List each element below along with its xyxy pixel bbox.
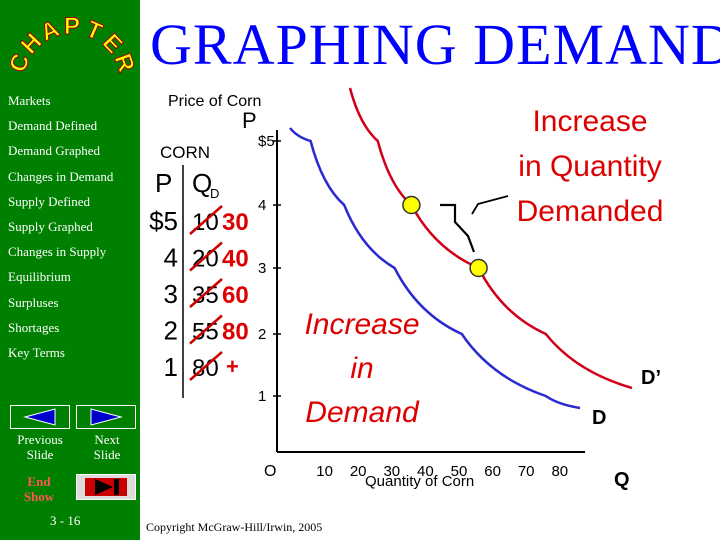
highlighted-point xyxy=(469,258,488,278)
strikeout-mark xyxy=(189,241,223,272)
chapter-logo: CHA P TER xyxy=(10,13,134,77)
schedule-price-header: P xyxy=(155,168,172,198)
schedule-price: 4 xyxy=(164,243,178,273)
slide-title: GRAPHING DEMAND xyxy=(150,12,720,77)
origin-label: O xyxy=(264,463,276,480)
quantity-pointer xyxy=(471,195,509,215)
y-axis-letter: P xyxy=(242,108,257,133)
sidebar-item-key-terms[interactable]: Key Terms xyxy=(8,345,65,360)
previous-button-label[interactable]: Previous Slide xyxy=(17,432,63,462)
schedule-caption: CORN xyxy=(160,143,210,162)
y-axis-ticks: $5 4 3 2 1 xyxy=(258,133,281,405)
x-axis-letter: Q xyxy=(614,469,630,491)
schedule-price: 3 xyxy=(164,279,178,309)
sidebar-item-demand-defined[interactable]: Demand Defined xyxy=(8,118,98,134)
highlighted-points xyxy=(402,195,488,278)
increase-quantity-annotation: Increase in Quantity Demanded xyxy=(517,105,664,228)
annotation-demand-line: Demand xyxy=(305,396,420,429)
y-tick-label: 1 xyxy=(258,388,266,405)
demand-curve-d xyxy=(289,127,581,410)
annotation-quantity-line: in Quantity xyxy=(518,150,661,183)
end-show-button[interactable] xyxy=(76,474,136,500)
annotation-quantity-line: Increase xyxy=(532,105,647,138)
sidebar-item-changes-in-demand[interactable]: Changes in Demand xyxy=(8,168,114,184)
x-axis-title: Quantity of Corn xyxy=(365,473,474,490)
end-show-icon xyxy=(85,478,127,496)
logo-letter: P xyxy=(64,13,80,40)
y-tick-label: $5 xyxy=(258,133,275,150)
y-tick-label: 2 xyxy=(258,326,266,343)
schedule-price: $5 xyxy=(149,206,178,236)
next-button-label[interactable]: Next Slide xyxy=(93,432,121,462)
annotation-demand-line: Increase xyxy=(304,308,419,341)
y-tick-label: 4 xyxy=(258,197,266,214)
sidebar xyxy=(0,0,140,540)
previous-button-frame[interactable] xyxy=(10,405,70,429)
strikeout-mark xyxy=(189,314,223,345)
x-tick-label: 80 xyxy=(551,463,568,480)
y-axis-title: Price of Corn xyxy=(168,93,261,110)
y-tick-label: 3 xyxy=(258,260,266,277)
x-axis-ticks: 10 20 30 40 50 60 70 80 xyxy=(316,463,568,480)
sidebar-item-equilibrium[interactable]: Equilibrium xyxy=(8,269,71,285)
next-button-frame[interactable] xyxy=(76,405,136,429)
schedule-new-qty: + xyxy=(226,354,239,379)
demand-curve-d-prime xyxy=(348,87,633,390)
schedule-new-qty: 40 xyxy=(222,246,249,273)
copyright-text: Copyright McGraw-Hill/Irwin, 2005 xyxy=(146,520,323,534)
x-tick-label: 50 xyxy=(451,463,468,480)
strikeout-mark xyxy=(189,205,223,235)
annotation-demand-line: in xyxy=(350,352,373,385)
end-show-label[interactable]: End Show xyxy=(23,474,55,504)
x-tick-label: 20 xyxy=(350,463,367,480)
schedule-price: 1 xyxy=(164,352,178,382)
quantity-bracket xyxy=(440,203,476,253)
sidebar-item-demand-graphed[interactable]: Demand Graphed xyxy=(8,143,101,159)
schedule-qty-subscript: D xyxy=(210,186,219,201)
strikeout-mark xyxy=(189,278,223,308)
sidebar-item-surpluses[interactable]: Surpluses xyxy=(8,294,59,310)
schedule-new-qty: 30 xyxy=(222,209,249,236)
sidebar-item-supply-graphed[interactable]: Supply Graphed xyxy=(8,219,93,234)
x-tick-label: 10 xyxy=(316,463,333,480)
x-tick-label: 70 xyxy=(518,463,535,480)
curve-d-label: D xyxy=(592,407,606,429)
strikeout-mark xyxy=(189,351,223,381)
schedule-price: 2 xyxy=(164,316,178,346)
x-tick-label: 60 xyxy=(484,463,501,480)
schedule-rows: $5 10 304 20 403 35 602 55 801 80 + xyxy=(149,205,249,382)
page-number: 3 - 16 xyxy=(50,513,81,528)
sidebar-item-changes-in-supply[interactable]: Changes in Supply xyxy=(8,244,107,260)
increase-demand-annotation: Increase in Demand xyxy=(304,308,420,429)
schedule-new-qty: 80 xyxy=(222,319,249,346)
x-tick-label: 40 xyxy=(417,463,434,480)
x-tick-label: 30 xyxy=(383,463,400,480)
sidebar-item-shortages[interactable]: Shortages xyxy=(8,319,60,335)
highlighted-point xyxy=(402,195,421,215)
schedule-qty-header: Q xyxy=(192,168,212,198)
sidebar-item-supply-defined[interactable]: Supply Defined xyxy=(8,193,90,209)
schedule-new-qty: 60 xyxy=(222,282,249,309)
sidebar-item-markets[interactable]: Markets xyxy=(8,93,51,108)
next-arrow-icon xyxy=(90,408,123,426)
previous-arrow-icon xyxy=(23,408,56,426)
curve-d-prime-label: D’ xyxy=(641,367,661,389)
annotation-quantity-line: Demanded xyxy=(517,195,664,228)
